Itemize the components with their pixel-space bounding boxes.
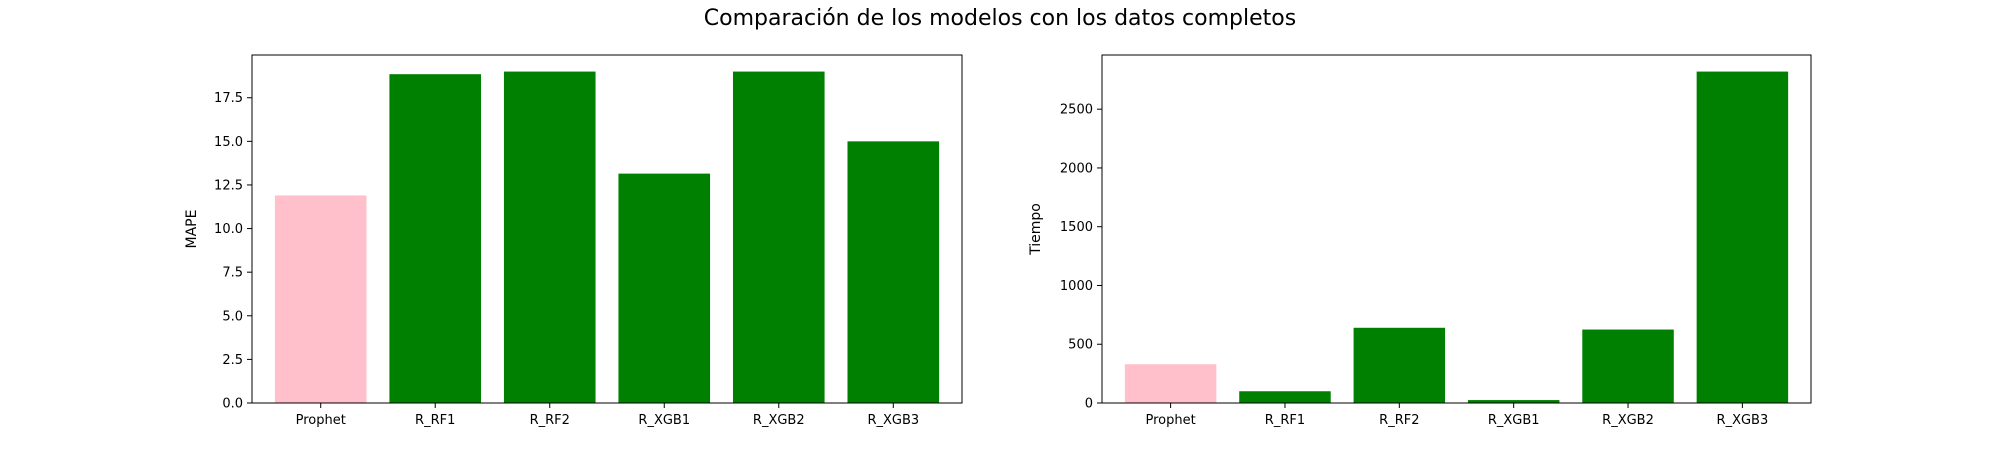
tiempo-ytick-label: 500 [1068,338,1093,353]
tiempo-ytick-label: 2000 [1060,161,1093,176]
tiempo-bar-r-xgb2 [1582,329,1674,403]
tiempo-axes-frame [1101,54,1812,404]
tiempo-xtick-label: R_RF1 [1265,413,1305,428]
mape-ytick-label: 17.5 [214,91,243,106]
tiempo-chart: Prophet R_RF1 R_RF2 R_XGB1 R_XGB2 R_XGB3 0 500 1… [1028,54,1812,428]
tiempo-xtick-label: R_XGB1 [1488,413,1540,428]
tiempo-xtick-label: Prophet [1146,413,1196,428]
mape-ytick-label: 5.0 [222,309,243,324]
tiempo-bar-r-rf2 [1353,327,1446,403]
tiempo-ytick-label: 2500 [1060,103,1093,118]
mape-ytick-label: 2.5 [222,353,243,368]
mape-chart: Prophet R_RF1 R_RF2 R_XGB1 R_XGB2 R_XGB3 0.0 2.… [184,54,963,428]
tiempo-bar-r-xgb1 [1467,400,1560,403]
mape-ytick-label: 7.5 [222,266,243,281]
tiempo-xtick-label: R_XGB3 [1717,413,1769,428]
mape-xtick-label: Prophet [296,413,346,428]
tiempo-ylabel: Tiempo [1028,203,1044,256]
mape-ytick-label: 10.0 [214,222,243,237]
mape-bar-r-xgb3 [847,141,940,403]
mape-ytick-label: 15.0 [214,135,243,150]
mape-xtick-label: R_RF1 [415,413,455,428]
mape-ylabel: MAPE [184,210,200,249]
tiempo-xtick-label: R_XGB2 [1602,413,1654,428]
mape-xtick-label: R_XGB3 [867,413,919,428]
mape-xtick-label: R_XGB2 [753,413,805,428]
tiempo-ytick-label: 1000 [1060,279,1093,294]
tiempo-bar-r-xgb3 [1696,71,1789,404]
mape-xtick-label: R_XGB1 [638,413,690,428]
tiempo-xtick-label: R_RF2 [1379,413,1419,428]
tiempo-bar-r-rf1 [1239,391,1331,403]
tiempo-bar-prophet [1124,364,1217,403]
mape-bar-r-rf2 [503,71,596,404]
mape-bar-r-xgb2 [732,71,825,404]
mape-xtick-label: R_RF2 [530,413,570,428]
tiempo-ytick-label: 1500 [1060,220,1093,235]
figure-title: Comparación de los modelos con los datos… [703,6,1297,31]
mape-ytick-label: 0.0 [222,397,243,412]
mape-ytick-label: 12.5 [214,178,243,193]
mape-bar-prophet [274,195,367,403]
mape-bar-r-xgb1 [618,173,711,403]
mape-bar-r-rf1 [389,74,482,403]
tiempo-ytick-label: 0 [1085,397,1093,412]
